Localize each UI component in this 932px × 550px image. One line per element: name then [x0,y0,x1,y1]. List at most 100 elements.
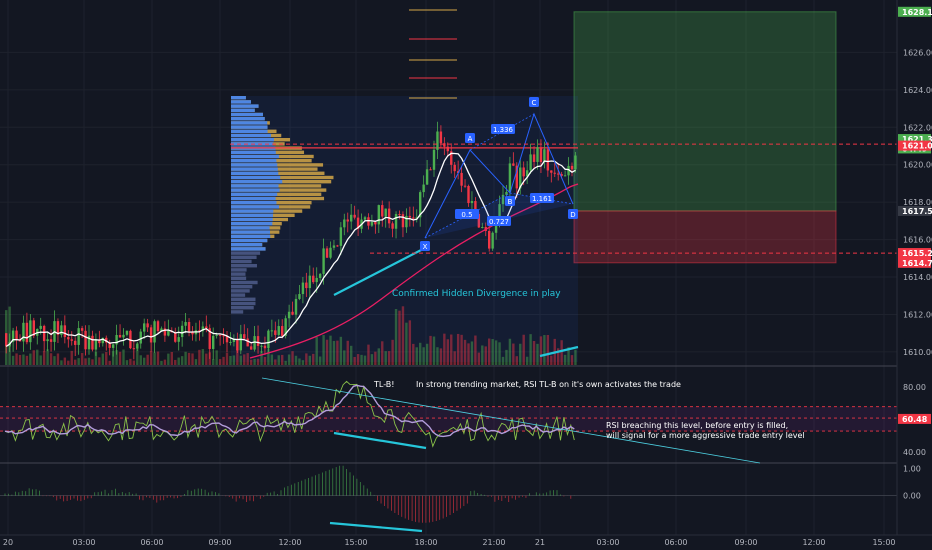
candle-body[interactable] [443,143,446,147]
candle-body[interactable] [298,294,301,299]
candle-body[interactable] [277,326,280,335]
candle-body[interactable] [391,223,394,229]
candle-body[interactable] [570,165,574,170]
candle-body[interactable] [218,334,222,336]
candle-body[interactable] [557,173,560,175]
candle-body[interactable] [394,214,398,229]
candle-body[interactable] [315,277,318,283]
candle-body[interactable] [560,174,563,176]
candle-body[interactable] [439,131,443,144]
candle-body[interactable] [415,217,418,219]
candle-body[interactable] [249,346,253,350]
candle-body[interactable] [125,330,129,335]
candle-body[interactable] [267,330,270,349]
candle-body[interactable] [536,147,539,162]
candle-body[interactable] [546,149,550,171]
candle-body[interactable] [225,335,229,343]
candle-body[interactable] [84,330,87,350]
candle-body[interactable] [180,325,184,338]
candle-body[interactable] [212,335,215,349]
candle-body[interactable] [401,214,405,228]
candle-body[interactable] [56,321,60,335]
candle-body[interactable] [187,322,191,332]
candle-body[interactable] [308,275,311,289]
candle-body[interactable] [529,154,532,171]
candle-body[interactable] [136,343,139,349]
candle-body[interactable] [177,337,180,342]
candle-body[interactable] [543,149,546,163]
candle-body[interactable] [463,185,467,187]
candle-body[interactable] [460,172,463,186]
candle-body[interactable] [70,339,73,341]
candle-body[interactable] [467,186,470,204]
candle-body[interactable] [563,175,567,177]
candle-body[interactable] [539,147,543,163]
candle-body[interactable] [232,339,236,342]
candle-body[interactable] [198,330,201,332]
candle-body[interactable] [118,334,122,338]
candle-body[interactable] [174,332,177,342]
candle-body[interactable] [525,170,529,177]
candle-body[interactable] [256,336,260,346]
candle-body[interactable] [353,214,356,218]
candle-body[interactable] [143,323,146,332]
candle-body[interactable] [374,221,377,225]
candle-body[interactable] [87,335,91,350]
candle-body[interactable] [508,163,512,192]
candle-body[interactable] [260,345,263,347]
candle-body[interactable] [105,337,108,343]
candle-body[interactable] [377,205,380,225]
candle-body[interactable] [550,170,553,173]
candle-body[interactable] [153,321,156,343]
candle-body[interactable] [346,219,349,222]
candle-body[interactable] [115,334,118,345]
candle-body[interactable] [108,342,111,348]
candle-body[interactable] [63,325,67,338]
candle-body[interactable] [77,328,80,345]
candle-body[interactable] [146,323,149,328]
candle-body[interactable] [201,326,205,332]
candle-body[interactable] [222,335,225,337]
candle-body[interactable] [253,336,256,350]
candle-body[interactable] [312,275,315,283]
candle-body[interactable] [532,154,536,162]
candle-body[interactable] [205,326,208,329]
candle-body[interactable] [281,326,284,336]
candle-body[interactable] [367,217,370,226]
candle-body[interactable] [101,337,104,344]
candle-body[interactable] [446,146,449,152]
candle-body[interactable] [25,322,29,343]
candle-body[interactable] [432,149,436,170]
candle-body[interactable] [339,227,343,246]
candle-body[interactable] [5,333,8,347]
candle-body[interactable] [419,192,422,218]
candle-body[interactable] [215,334,218,336]
candle-body[interactable] [553,172,556,174]
candle-body[interactable] [477,214,481,228]
candle-body[interactable] [501,194,505,205]
candle-body[interactable] [111,344,115,348]
candle-body[interactable] [94,339,98,350]
candle-body[interactable] [163,328,167,336]
candle-body[interactable] [39,325,42,329]
candle-body[interactable] [274,330,277,335]
candle-body[interactable] [80,328,84,331]
candle-body[interactable] [408,215,412,218]
candle-body[interactable] [46,339,49,342]
candle-body[interactable] [456,171,460,173]
candle-body[interactable] [263,345,267,349]
candle-body[interactable] [453,164,456,172]
candle-body[interactable] [49,339,53,342]
candle-body[interactable] [184,322,187,326]
candle-body[interactable] [474,201,477,215]
candle-body[interactable] [318,273,322,278]
candle-body[interactable] [387,208,391,224]
candle-body[interactable] [156,321,160,332]
candle-body[interactable] [422,184,425,193]
candle-body[interactable] [488,230,491,249]
candle-body[interactable] [42,325,46,342]
candle-body[interactable] [336,245,339,247]
candle-body[interactable] [287,311,291,319]
candle-body[interactable] [470,201,474,204]
candle-body[interactable] [384,208,387,217]
